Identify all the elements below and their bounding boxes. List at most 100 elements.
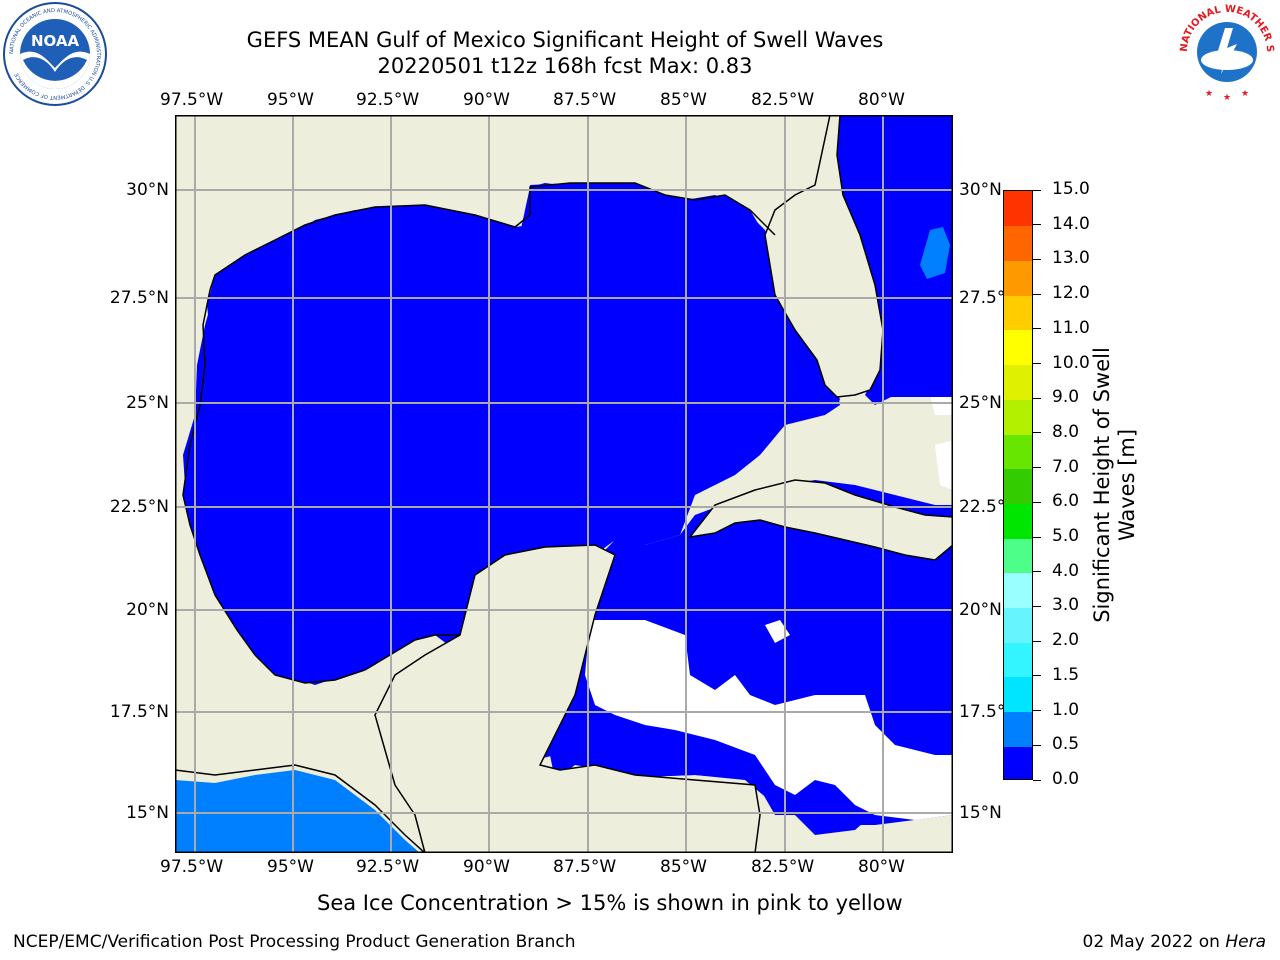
lon-label-top: 80°W: [858, 90, 905, 110]
svg-text:★: ★: [1205, 89, 1213, 99]
colorbar-tick-label: 10.0: [1052, 352, 1090, 373]
pacific-water: [175, 770, 420, 853]
colorbar-segment: [1004, 364, 1032, 400]
lon-label-bottom: 90°W: [463, 857, 510, 877]
atlantic-water: [833, 115, 953, 397]
colorbar-tick-label: 9.0: [1052, 387, 1080, 408]
lat-label-left: 20°N: [126, 600, 169, 620]
lon-label-top: 85°W: [660, 90, 707, 110]
colorbar-tick-mark: [1033, 328, 1041, 330]
lon-label-top: 87.5°W: [553, 90, 617, 110]
nws-logo: NATIONAL WEATHER SERVICE ★ ★ ★: [1175, 0, 1277, 103]
lon-label-top: 90°W: [463, 90, 510, 110]
sea-ice-note: Sea Ice Concentration > 15% is shown in …: [317, 891, 903, 915]
colorbar-tick-mark: [1033, 675, 1041, 677]
lat-label-right: 30°N: [959, 180, 1002, 200]
noaa-logo: NATIONAL OCEANIC AND ATMOSPHERIC ADMINIS…: [3, 2, 107, 106]
colorbar-segment: [1004, 468, 1032, 504]
colorbar-segment: [1004, 711, 1032, 747]
lon-label-top: 82.5°W: [751, 90, 815, 110]
lon-label-bottom: 92.5°W: [356, 857, 420, 877]
colorbar-segment: [1004, 642, 1032, 678]
lat-label-left: 17.5°N: [109, 702, 169, 722]
lat-label-left: 22.5°N: [109, 497, 169, 517]
svg-text:★: ★: [1223, 93, 1231, 103]
colorbar-title-line1: Significant Height of Swell: [1090, 347, 1114, 623]
footer-date-text: 02 May 2022 on: [1082, 932, 1226, 952]
colorbar-tick-mark: [1033, 536, 1041, 538]
lat-label-right: 20°N: [959, 600, 1002, 620]
colorbar-tick-label: 13.0: [1052, 248, 1090, 269]
map: [175, 115, 953, 853]
cuba-land: [688, 479, 953, 561]
colorbar-tick-mark: [1033, 571, 1041, 573]
colorbar-title: Significant Height of Swell Waves [m]: [1090, 347, 1140, 623]
gulf-main: [183, 183, 840, 683]
colorbar-tick-mark: [1033, 363, 1041, 365]
colorbar-segment: [1004, 676, 1032, 713]
colorbar-tick-label: 0.5: [1052, 734, 1080, 755]
lon-label-bottom: 97.5°W: [160, 857, 224, 877]
lon-label-bottom: 87.5°W: [553, 857, 617, 877]
colorbar-segment: [1004, 295, 1032, 331]
lat-label-left: 27.5°N: [109, 288, 169, 308]
colorbar-segment: [1004, 572, 1032, 609]
lat-label-left: 25°N: [126, 393, 169, 413]
lat-label-left: 15°N: [126, 803, 169, 823]
colorbar: [1003, 190, 1033, 780]
svg-text:★: ★: [1241, 89, 1249, 99]
colorbar-tick-mark: [1033, 293, 1041, 295]
colorbar-tick-mark: [1033, 605, 1041, 607]
footer-machine: Hera: [1225, 932, 1266, 952]
nodata-patch: [935, 440, 953, 490]
colorbar-tick-mark: [1033, 189, 1041, 191]
colorbar-tick-mark: [1033, 744, 1041, 746]
colorbar-tick-label: 2.0: [1052, 630, 1080, 651]
colorbar-tick-label: 14.0: [1052, 213, 1090, 234]
colorbar-tick-label: 11.0: [1052, 317, 1090, 338]
colorbar-segment: [1004, 433, 1032, 470]
chart-title: GEFS MEAN Gulf of Mexico Significant Hei…: [246, 28, 884, 52]
lon-label-bottom: 82.5°W: [751, 857, 815, 877]
colorbar-tick-label: 0.0: [1052, 769, 1080, 789]
colorbar-tick-label: 1.0: [1052, 699, 1080, 720]
gridlines: [175, 115, 953, 853]
nodata-patch: [765, 620, 790, 643]
map-border: [175, 115, 953, 853]
nodata-patch: [930, 395, 953, 415]
noaa-logo-text: NOAA: [31, 32, 80, 50]
lon-label-bottom: 95°W: [267, 857, 314, 877]
lon-label-top: 95°W: [267, 90, 314, 110]
colorbar-tick-label: 5.0: [1052, 526, 1080, 547]
footer-date: 02 May 2022 on Hera: [1083, 932, 1267, 952]
lon-label-bottom: 80°W: [858, 857, 905, 877]
mexico-land: [175, 115, 427, 853]
chart-subtitle: 20220501 t12z 168h fcst Max: 0.83: [377, 54, 753, 78]
colorbar-tick-mark: [1033, 501, 1041, 503]
lon-label-bottom: 85°W: [660, 857, 707, 877]
colorbar-segment: [1004, 260, 1032, 296]
colorbar-segment: [1004, 503, 1032, 539]
colorbar-tick-mark: [1033, 397, 1041, 399]
colorbar-segment: [1004, 225, 1032, 261]
colorbar-segment: [1004, 746, 1032, 779]
colorbar-tick-label: 7.0: [1052, 456, 1080, 477]
colorbar-tick-mark: [1033, 640, 1041, 642]
footer-branch: NCEP/EMC/Verification Post Processing Pr…: [13, 932, 576, 952]
lon-label-top: 92.5°W: [356, 90, 420, 110]
colorbar-tick-mark: [1033, 432, 1041, 434]
colorbar-title-line2: Waves [m]: [1115, 428, 1139, 542]
colorbar-tick-mark: [1033, 467, 1041, 469]
coastline: [209, 182, 776, 291]
colorbar-tick-mark: [1033, 710, 1041, 712]
colorbar-tick-label: 15.0: [1052, 179, 1090, 199]
colorbar-tick-label: 6.0: [1052, 491, 1080, 512]
colorbar-segment: [1004, 329, 1032, 366]
colorbar-tick-label: 3.0: [1052, 595, 1080, 616]
yucatan-land: [374, 544, 761, 853]
lat-label-right: 25°N: [959, 393, 1002, 413]
colorbar-tick-label: 8.0: [1052, 421, 1080, 442]
colorbar-tick-mark: [1033, 258, 1041, 260]
lat-label-left: 30°N: [126, 180, 169, 200]
colorbar-tick-mark: [1033, 779, 1041, 781]
